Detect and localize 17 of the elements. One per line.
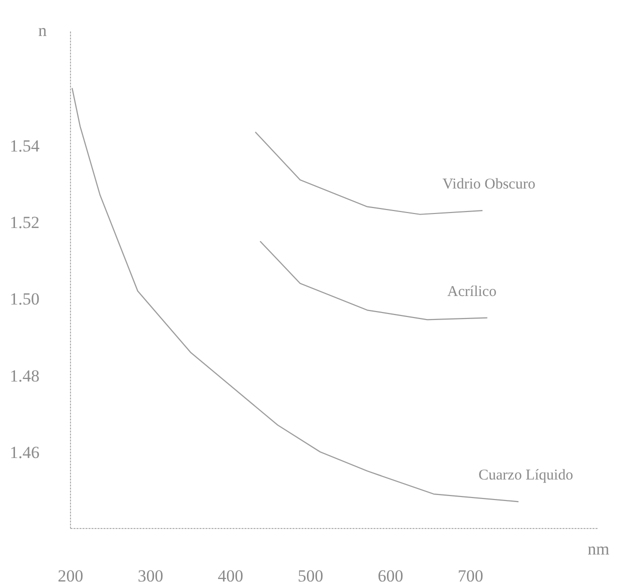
line-series — [254, 131, 484, 215]
x-tick-label: 400 — [218, 566, 244, 585]
x-tick-label: 700 — [458, 566, 484, 585]
series-label: Cuarzo Líquido — [478, 468, 574, 484]
y-tick-label: 1.54 — [10, 136, 40, 156]
y-tick-label: 1.52 — [10, 213, 40, 232]
y-tick-label: 1.46 — [10, 442, 40, 462]
x-tick-label: 200 — [58, 566, 84, 585]
x-tick-label: 600 — [378, 566, 404, 585]
series-label: Acrílico — [447, 284, 496, 300]
x-tick-label: 500 — [298, 566, 324, 585]
y-axis-title: n — [38, 21, 48, 40]
x-tick-label: 300 — [138, 566, 164, 585]
y-tick-label: 1.50 — [10, 290, 40, 309]
series-label: Vidrio Obscuro — [442, 176, 536, 193]
y-tick-label: 1.48 — [10, 366, 40, 386]
x-axis-title: nm — [588, 540, 610, 558]
